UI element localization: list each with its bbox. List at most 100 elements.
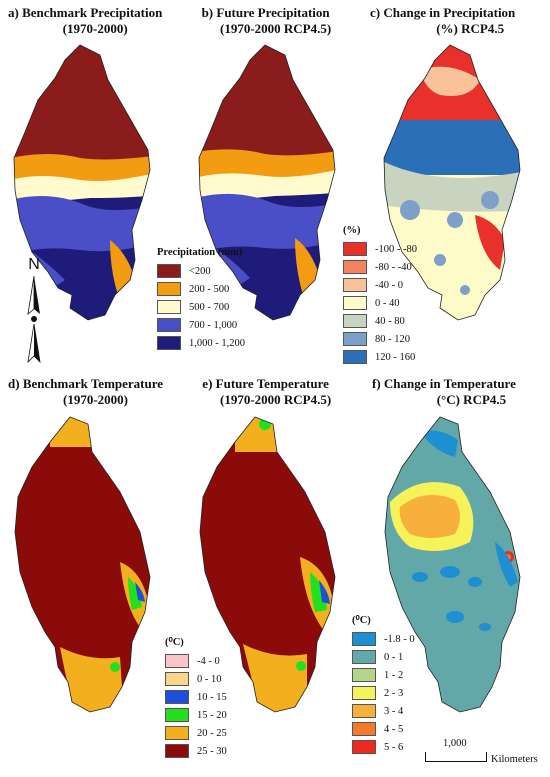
legend-precipitation-change: (%) -100 - -80 -80 - -40 -40 - 0 0 - 40 … [343, 225, 417, 366]
legend-label: 500 - 700 [189, 301, 230, 313]
panel-d-title-line1: Benchmark Temperature [22, 376, 164, 391]
legend-swatch [343, 242, 367, 256]
legend-swatch [157, 336, 181, 350]
legend-label: -4 - 0 [197, 655, 220, 667]
legend-label: 10 - 15 [197, 691, 227, 703]
panel-c-title-line1: Change in Precipitation [383, 5, 516, 20]
panel-c-title-line2: (%) RCP4.5 [436, 21, 505, 36]
legend-label: 25 - 30 [197, 745, 227, 757]
panel-d-label: d) [8, 376, 20, 391]
legend-label: 1,000 - 1,200 [189, 337, 245, 349]
panel-b-title: b) Future Precipitation (1970-2000 RCP4.… [200, 5, 332, 37]
legend-label: 1 - 2 [384, 669, 404, 681]
legend-item: 40 - 80 [343, 312, 417, 330]
legend-swatch [352, 650, 376, 664]
legend-label: 20 - 25 [197, 727, 227, 739]
legend-precipitation-change-unit: (%) [343, 225, 361, 236]
legend-temperature-unit: (⁰C) [165, 637, 184, 648]
map-d-benchmark-temperature [14, 416, 151, 713]
legend-label: 40 - 80 [375, 315, 405, 327]
legend-item: 25 - 30 [165, 742, 227, 760]
panel-b-label: b) [201, 5, 214, 20]
legend-label: 3 - 4 [384, 705, 404, 717]
legend-swatch [352, 704, 376, 718]
panel-d-title-line2: (1970-2000) [63, 392, 129, 407]
legend-item: 1,000 - 1,200 [157, 334, 245, 352]
legend-item: -100 - -80 [343, 240, 417, 258]
legend-item: 120 - 160 [343, 348, 417, 366]
legend-item: 80 - 120 [343, 330, 417, 348]
legend-swatch [157, 300, 181, 314]
legend-label: 2 - 3 [384, 687, 404, 699]
panel-a-title-line2: (1970-2000) [62, 21, 128, 36]
panel-f-label: f) [372, 376, 381, 391]
legend-item: <200 [157, 262, 245, 280]
legend-label: -1.8 - 0 [384, 633, 415, 645]
legend-item: -4 - 0 [165, 652, 227, 670]
north-arrow-icon [27, 275, 41, 364]
legend-label: 0 - 10 [197, 673, 222, 685]
legend-label: 0 - 1 [384, 651, 404, 663]
legend-swatch [157, 282, 181, 296]
legend-item: 15 - 20 [165, 706, 227, 724]
panel-e-label: e) [202, 376, 213, 391]
legend-swatch [352, 668, 376, 682]
legend-label: 4 - 5 [384, 723, 404, 735]
legend-label: -40 - 0 [375, 279, 403, 291]
scale-bar-unit: Kilometers [491, 754, 538, 765]
legend-item: 2 - 3 [352, 684, 415, 702]
north-arrow: N [14, 256, 54, 366]
legend-swatch [343, 332, 367, 346]
legend-item: 10 - 15 [165, 688, 227, 706]
legend-label: <200 [189, 265, 211, 277]
legend-item: 200 - 500 [157, 280, 245, 298]
legend-item: 3 - 4 [352, 702, 415, 720]
legend-label: 15 - 20 [197, 709, 227, 721]
legend-item: 0 - 1 [352, 648, 415, 666]
legend-swatch [157, 264, 181, 278]
map-c-change-precipitation [383, 44, 521, 321]
legend-swatch [165, 726, 189, 740]
panel-d-title: d) Benchmark Temperature (1970-2000) [8, 376, 163, 408]
legend-swatch [165, 708, 189, 722]
legend-temperature-change-unit: (⁰C) [352, 615, 371, 626]
legend-swatch [343, 314, 367, 328]
north-arrow-label: N [28, 256, 40, 273]
legend-swatch [343, 260, 367, 274]
legend-label: 80 - 120 [375, 333, 410, 345]
legend-item: 500 - 700 [157, 298, 245, 316]
panel-f-title-line1: Change in Temperature [383, 376, 516, 391]
legend-item: 0 - 10 [165, 670, 227, 688]
legend-swatch [165, 690, 189, 704]
legend-precipitation: Precipitation (mm) <200 200 - 500 500 - … [157, 247, 245, 352]
legend-label: -100 - -80 [375, 243, 417, 255]
legend-temperature-change: (⁰C) -1.8 - 0 0 - 1 1 - 2 2 - 3 3 - 4 4 … [352, 614, 415, 756]
legend-precipitation-title: Precipitation (mm) [157, 247, 243, 258]
legend-swatch [343, 350, 367, 364]
legend-item: -1.8 - 0 [352, 630, 415, 648]
legend-swatch [343, 296, 367, 310]
legend-swatch [352, 632, 376, 646]
panel-f-title: f) Change in Temperature (°C) RCP4.5 [372, 376, 516, 408]
legend-swatch [165, 672, 189, 686]
panel-a-label: a) [8, 5, 19, 20]
legend-swatch [165, 744, 189, 758]
legend-item: -40 - 0 [343, 276, 417, 294]
legend-item: 5 - 6 [352, 738, 415, 756]
legend-item: 0 - 40 [343, 294, 417, 312]
legend-item: 1 - 2 [352, 666, 415, 684]
scale-bar-value: 1,000 [443, 738, 467, 749]
legend-label: 5 - 6 [384, 741, 404, 753]
panel-b-title-line1: Future Precipitation [216, 5, 330, 20]
panel-c-title: c) Change in Precipitation (%) RCP4.5 [370, 5, 515, 37]
map-e-future-temperature [199, 416, 336, 713]
map-f-change-temperature [384, 416, 521, 713]
panel-e-title: e) Future Temperature (1970-2000 RCP4.5) [200, 376, 331, 408]
legend-swatch [352, 740, 376, 754]
legend-swatch [157, 318, 181, 332]
panel-a-title: a) Benchmark Precipitation (1970-2000) [8, 5, 162, 37]
panel-e-title-line1: Future Temperature [215, 376, 329, 391]
legend-item: 20 - 25 [165, 724, 227, 742]
legend-swatch [343, 278, 367, 292]
scale-bar-line [425, 752, 487, 762]
